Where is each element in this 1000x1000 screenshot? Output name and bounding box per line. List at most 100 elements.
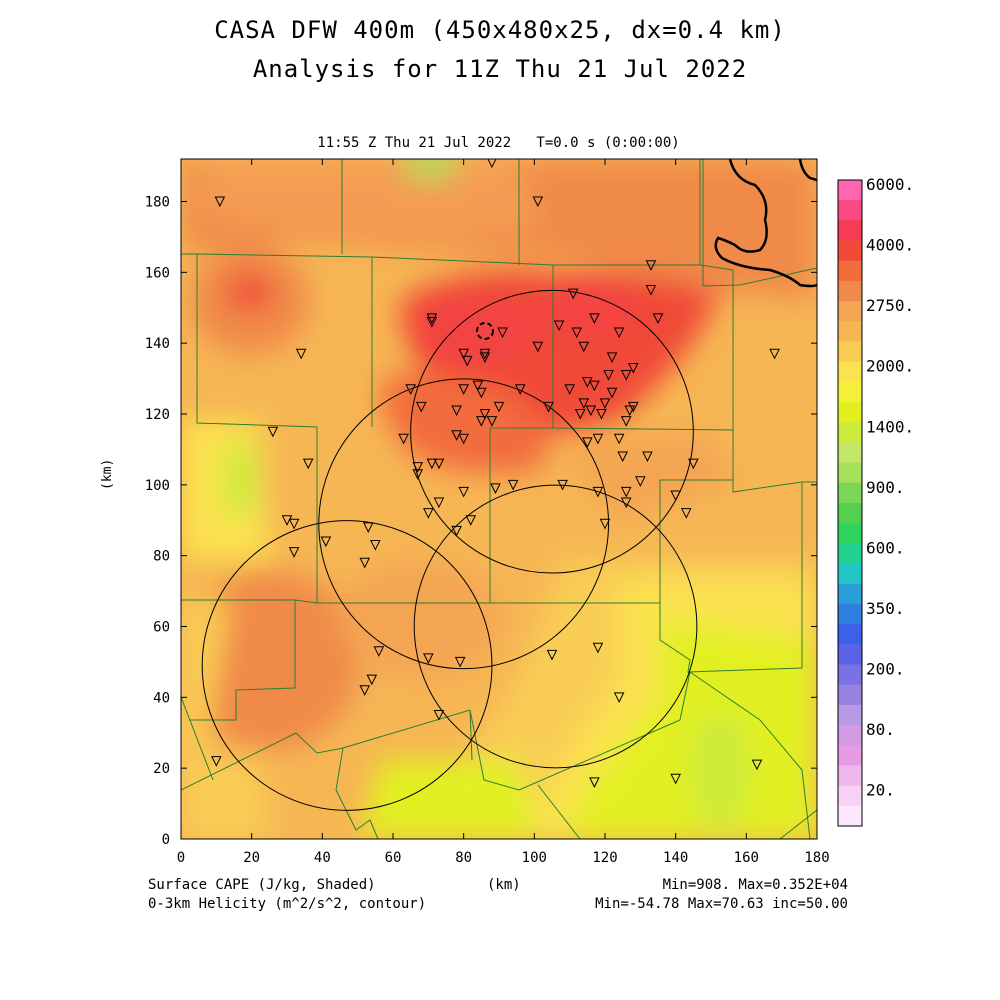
x-tick-label: 20 [243,850,260,866]
station-marker [458,348,469,360]
x-axis-label: (km) [487,877,521,893]
station-marker [476,387,487,399]
colorbar-swatch [838,644,862,665]
colorbar-swatch [838,422,862,443]
station-marker [585,405,597,417]
station-marker [564,384,575,395]
station-marker [567,288,579,300]
colorbar: 6000. 4000. 2750. 2000. 1400. 900. 600. 350. 200… [837,175,914,827]
colorbar-swatch [838,301,862,322]
station-marker [532,196,544,208]
colorbar-swatch [838,704,862,726]
station-marker [620,416,632,427]
plot-frame [180,158,818,840]
station-marker [592,433,604,445]
station-marker [214,196,226,208]
station-marker [373,646,385,657]
y-tick-label: 120 [145,407,170,423]
colorbar-swatch [838,785,862,807]
colorbar-label: 4000. [866,236,914,255]
colorbar-label: 6000. [866,175,914,194]
station-marker [454,656,466,668]
x-tick-label: 180 [804,850,829,866]
station-marker [451,430,462,441]
station-marker [599,398,611,409]
x-tick-label: 80 [455,850,472,866]
station-marker [532,341,544,353]
colorbar-swatch [838,805,862,827]
helicity-contour-positive-corner [798,159,817,182]
station-marker [624,405,636,417]
radar-ring-2 [318,378,610,670]
station-marker [451,525,462,537]
station-marker [613,433,625,445]
y-tick-label: 140 [145,336,170,352]
colorbar-swatch [838,402,862,423]
station-marker [769,348,780,360]
colorbar-swatch [838,321,862,342]
station-marker [635,476,646,487]
colorbar-swatch [838,765,862,787]
colorbar-swatch [838,200,862,221]
station-marker [426,313,438,324]
chart-title-line-2: Analysis for 11Z Thu 21 Jul 2022 [252,55,748,83]
station-marker [751,759,763,771]
colorbar-swatch [838,563,862,585]
station-marker [627,401,639,413]
colorbar-label: 600. [866,538,905,557]
station-marker [423,508,434,519]
station-marker [592,642,604,654]
station-marker [458,486,469,498]
station-marker [578,398,590,409]
county-boundaries [181,159,817,839]
colorbar-swatch [838,180,862,201]
station-marker [645,285,657,296]
station-marker [370,540,381,551]
station-marker [617,451,628,463]
y-tick-label: 20 [153,761,170,777]
colorbar-label: 2750. [866,296,914,315]
station-marker [603,370,614,381]
station-marker [596,409,607,420]
colorbar-label: 200. [866,660,905,679]
colorbar-swatch [838,442,862,464]
station-markers [211,159,780,788]
colorbar-swatch [838,462,862,484]
station-marker [620,486,632,498]
station-marker [426,458,438,470]
station-marker [589,380,600,392]
station-marker [553,320,565,332]
radar-ring-4 [410,289,694,574]
station-marker [288,547,300,558]
station-marker [479,352,491,363]
station-marker [426,316,438,328]
station-marker [620,370,632,381]
station-marker [493,401,505,413]
x-tick-label: 0 [177,850,185,866]
colorbar-swatch [838,745,862,766]
colorbar-swatch [838,664,862,686]
y-tick-label: 160 [145,265,170,281]
station-marker [476,416,487,427]
y-tick-label: 80 [153,549,170,565]
station-marker [451,405,462,417]
station-marker [458,433,469,445]
x-tick-label: 120 [592,850,617,866]
station-marker [613,692,625,703]
station-marker [578,341,590,353]
colorbar-swatch [838,503,862,524]
station-marker [627,362,639,374]
station-marker [599,518,611,530]
radar-range-rings [201,289,698,811]
colorbar-swatch [838,482,862,504]
station-marker [497,327,508,339]
colorbar-swatch [838,260,862,282]
x-tick-label: 40 [314,850,331,866]
station-marker [645,260,657,271]
colorbar-swatch [838,341,862,363]
colorbar-swatch [838,381,862,403]
station-marker [543,401,554,413]
station-marker [582,437,593,448]
station-marker [574,409,586,420]
